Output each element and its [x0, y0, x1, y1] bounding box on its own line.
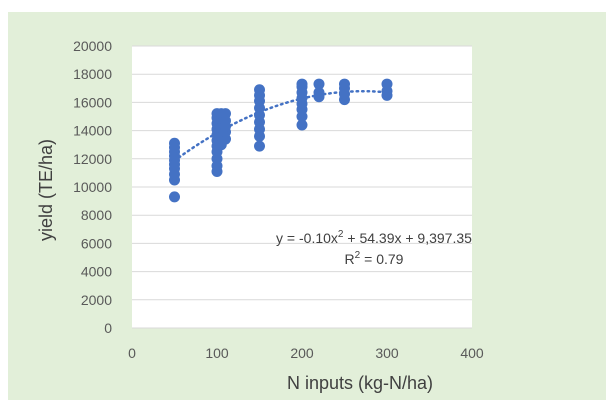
equation-suffix: + 54.39x + 9,397.35 — [343, 230, 472, 246]
x-tick-label: 400 — [460, 345, 484, 361]
y-axis-tick-labels: 0 2000 4000 6000 8000 10000 12000 14000 16000 180… — [73, 38, 112, 336]
data-point — [339, 78, 350, 90]
y-tick-label: 20000 — [73, 38, 112, 54]
y-tick-label: 6000 — [81, 235, 112, 251]
y-axis-title: yield (TE/ha) — [36, 139, 56, 241]
y-tick-label: 8000 — [81, 207, 112, 223]
y-tick-label: 18000 — [73, 66, 112, 82]
r2-suffix: = 0.79 — [360, 251, 403, 267]
x-tick-label: 100 — [205, 345, 229, 361]
x-axis-title: N inputs (kg-N/ha) — [287, 373, 433, 393]
data-point — [220, 108, 231, 120]
y-tick-label: 2000 — [81, 292, 112, 308]
r2-exponent: 2 — [355, 250, 361, 261]
data-point — [381, 78, 393, 90]
data-points — [169, 78, 393, 203]
data-point — [296, 78, 308, 90]
y-tick-label: 16000 — [73, 94, 112, 110]
data-point — [169, 137, 180, 149]
equation-prefix: y = -0.10x — [276, 230, 338, 246]
data-point — [169, 191, 180, 203]
data-point — [254, 84, 265, 96]
y-tick-label: 14000 — [73, 123, 112, 139]
x-axis-tick-labels: 0 100 200 300 400 — [128, 345, 484, 361]
y-tick-label: 12000 — [73, 151, 112, 167]
data-point — [254, 140, 265, 152]
trendline-group — [173, 89, 389, 162]
x-tick-label: 200 — [290, 345, 314, 361]
gridlines — [132, 45, 472, 329]
x-tick-label: 0 — [128, 345, 136, 361]
y-tick-label: 10000 — [73, 179, 112, 195]
trendline — [173, 89, 389, 162]
y-tick-label: 4000 — [81, 264, 112, 280]
data-point — [296, 119, 308, 131]
data-point — [313, 87, 325, 99]
r-squared-label: R2 = 0.79 — [345, 250, 404, 267]
y-tick-label: 0 — [104, 320, 112, 336]
trendline-equation: y = -0.10x2 + 54.39x + 9,397.35 — [276, 229, 472, 246]
equation-exponent: 2 — [338, 229, 344, 240]
r2-prefix: R — [345, 251, 355, 267]
data-point — [313, 78, 325, 90]
x-tick-label: 300 — [375, 345, 399, 361]
